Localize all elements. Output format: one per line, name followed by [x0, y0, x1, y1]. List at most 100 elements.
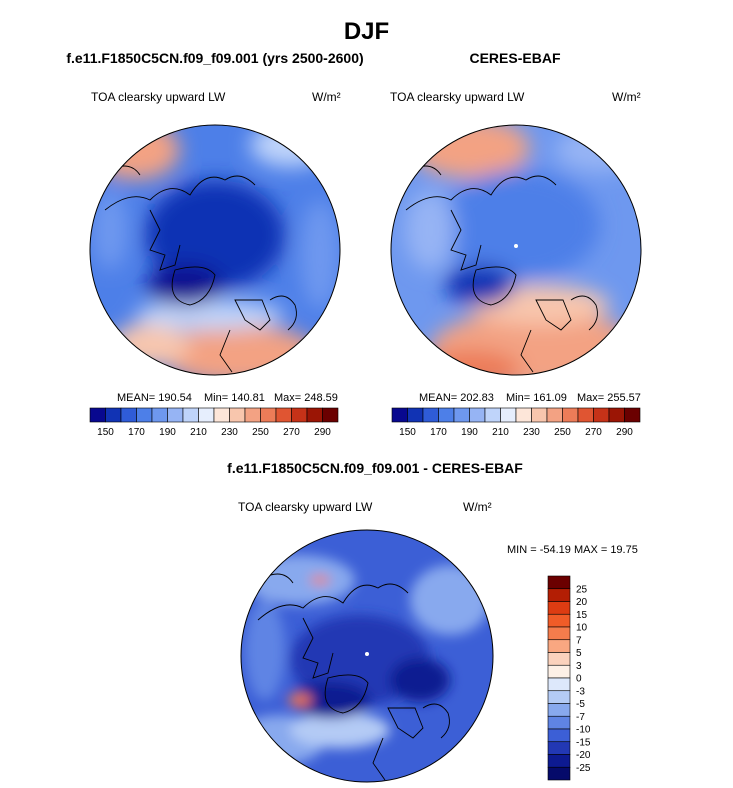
diff-colorbar-cell	[547, 626, 571, 641]
left-colorbar-tick-label: 190	[159, 427, 176, 438]
left-colorbar-tick-label: 230	[221, 427, 238, 438]
left-colorbar-cell	[151, 407, 168, 423]
left-colorbar-tick-label: 150	[97, 427, 114, 438]
diff-colorbar-tick-label: -10	[576, 725, 591, 736]
diff-warm-spot	[288, 694, 312, 706]
diff-colorbar-cell	[547, 601, 571, 615]
left-colorbar: 150 170 190 210 230 250 270 290	[89, 407, 339, 438]
diff-colorbar-cell	[547, 652, 571, 666]
left-colorbar-cell	[306, 407, 323, 423]
left-colorbar-cell	[136, 407, 153, 423]
diff-colorbar-tick-label: -20	[576, 750, 591, 761]
left-map-border	[89, 124, 341, 376]
left-cold-greenland	[147, 265, 223, 305]
left-colorbar-cell	[167, 407, 184, 423]
left-colorbar-tick-label: 290	[314, 427, 331, 438]
right-colorbar-cell	[484, 407, 501, 423]
right-colorbar-tick-label: 210	[492, 427, 509, 438]
right-colorbar-cell	[500, 407, 517, 423]
diff-colorbar-cell	[547, 715, 571, 730]
diff-colorbar-cell	[547, 766, 571, 781]
right-colorbar-cell	[608, 407, 625, 423]
left-min: Min= 140.81	[204, 392, 265, 404]
diff-colorbar-tick-label: 5	[576, 648, 582, 659]
diff-units: W/m²	[463, 500, 492, 514]
diff-minmax: MIN = -54.19 MAX = 19.75	[507, 544, 638, 556]
diff-colorbar-cell	[547, 677, 571, 692]
diff-colorbar-tick-label: -15	[576, 737, 591, 748]
left-colorbar-cell	[120, 407, 137, 423]
right-panel-title: CERES-EBAF	[469, 50, 561, 66]
right-polar-map	[390, 124, 642, 376]
left-colorbar-tick-label: 270	[283, 427, 300, 438]
diff-pole-marker	[365, 652, 369, 656]
diff-colorbar-tick-label: -25	[576, 763, 591, 774]
right-units: W/m²	[612, 90, 641, 104]
left-coastlines	[104, 165, 297, 373]
right-colorbar-cell	[515, 407, 532, 423]
right-colorbar-cell	[469, 407, 486, 423]
left-colorbar-tick-label: 170	[128, 427, 145, 438]
diff-panel-title: f.e11.F1850C5CN.f09_f09.001 - CERES-EBAF	[227, 460, 523, 476]
diff-colorbar-cell	[547, 741, 571, 755]
diff-colorbar-tick-label: 25	[576, 584, 588, 595]
right-variable-label: TOA clearsky upward LW	[390, 90, 525, 104]
left-colorbar-cell	[244, 407, 261, 423]
left-colorbar-cell	[291, 407, 308, 423]
left-colorbar-cell	[260, 407, 277, 423]
right-colorbar: 150 170 190 210 230 250 270 290	[391, 407, 641, 438]
right-colorbar-tick-label: 290	[616, 427, 633, 438]
diff-colorbar: 25 20 15 107 5 3 0-3 -5 -7 -10-15 -20 -25	[547, 575, 591, 781]
right-max: Max= 255.57	[577, 392, 641, 404]
diff-colorbar-cell	[547, 613, 571, 628]
right-colorbar-cell	[407, 407, 424, 423]
left-cold-arctic	[145, 180, 285, 290]
left-colorbar-tick-label: 250	[252, 427, 269, 438]
right-arctic	[440, 170, 600, 280]
right-colorbar-tick-label: 190	[461, 427, 478, 438]
right-colorbar-cell	[546, 407, 563, 423]
left-colorbar-cell	[105, 407, 122, 423]
diff-colorbar-tick-label: 0	[576, 674, 582, 685]
diff-colorbar-tick-label: 20	[576, 597, 588, 608]
left-panel-title: f.e11.F1850C5CN.f09_f09.001 (yrs 2500-26…	[66, 50, 364, 66]
diff-colorbar-cell	[547, 754, 571, 768]
right-map-border	[390, 124, 642, 376]
left-units: W/m²	[312, 90, 341, 104]
left-colorbar-cell	[213, 407, 230, 423]
diff-colorbar-cell	[547, 703, 571, 717]
left-colorbar-cell	[198, 407, 215, 423]
left-colorbar-cell	[275, 407, 292, 423]
right-colorbar-cell	[422, 407, 439, 423]
right-colorbar-cell	[438, 407, 455, 423]
right-mean: MEAN= 202.83	[419, 392, 494, 404]
left-polar-map	[89, 124, 341, 376]
left-colorbar-cell	[322, 407, 339, 423]
left-mean: MEAN= 190.54	[117, 392, 192, 404]
diff-colorbar-tick-label: -3	[576, 686, 585, 697]
diff-colorbar-tick-label: 3	[576, 661, 582, 672]
right-coastlines	[405, 165, 598, 373]
right-colorbar-tick-label: 150	[399, 427, 416, 438]
right-colorbar-cell	[453, 407, 470, 423]
left-warm-pacific-nw	[90, 125, 180, 180]
diff-variable-label: TOA clearsky upward LW	[238, 500, 373, 514]
figure-title: DJF	[343, 18, 390, 45]
right-pole-marker	[514, 244, 518, 248]
diff-colorbar-cell	[547, 588, 571, 602]
left-variable-label: TOA clearsky upward LW	[91, 90, 226, 104]
left-colorbar-cell	[229, 407, 246, 423]
diff-colorbar-tick-label: -7	[576, 712, 585, 723]
right-colorbar-cell	[531, 407, 548, 423]
right-colorbar-cell	[624, 407, 641, 423]
right-colorbar-tick-label: 270	[585, 427, 602, 438]
diff-colorbar-cell	[547, 690, 571, 704]
diff-coastlines	[257, 573, 450, 781]
right-colorbar-cell	[577, 407, 594, 423]
left-colorbar-tick-label: 210	[190, 427, 207, 438]
diff-colorbar-cell	[547, 664, 571, 679]
diff-map-border	[240, 529, 494, 783]
diff-colorbar-cell	[547, 728, 571, 743]
diff-colorbar-tick-label: 15	[576, 610, 588, 621]
